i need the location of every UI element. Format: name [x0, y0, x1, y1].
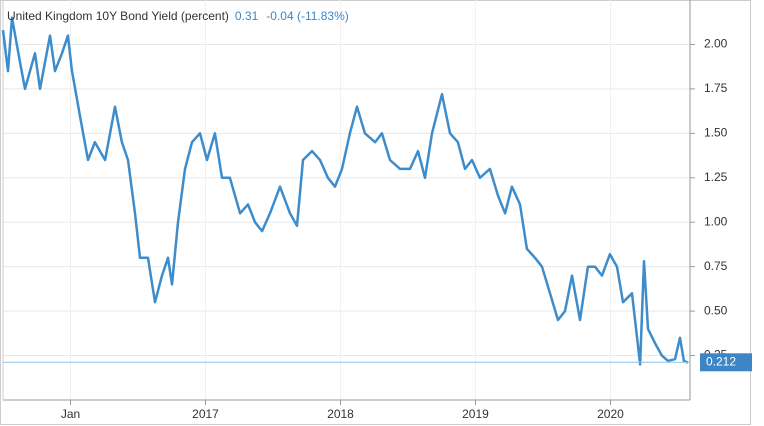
x-tick-label: 2019 — [462, 407, 489, 421]
y-tick-label: 1.75 — [704, 81, 728, 95]
y-tick-label: 0.75 — [704, 259, 728, 273]
x-tick-label: 2018 — [327, 407, 354, 421]
y-tick-label: 2.00 — [704, 37, 728, 51]
y-tick-label: 1.00 — [704, 214, 728, 228]
y-tick-label: 0.50 — [704, 303, 728, 317]
x-tick-label: 2020 — [597, 407, 624, 421]
y-tick-label: 1.50 — [704, 126, 728, 140]
y-tick-label: 1.25 — [704, 170, 728, 184]
x-tick-label: 2017 — [192, 407, 219, 421]
chart-title: United Kingdom 10Y Bond Yield (percent) — [7, 9, 229, 23]
x-tick-label: Jan — [61, 407, 80, 421]
plot: 0.250.500.751.001.251.501.752.00Jan20172… — [1, 0, 752, 421]
last-value-box — [700, 353, 752, 372]
series-line — [1, 16, 689, 366]
header-change: -0.04 (-11.83%) — [266, 9, 348, 23]
last-value-label: 0.212 — [706, 354, 736, 368]
header-value: 0.31 — [235, 9, 259, 23]
